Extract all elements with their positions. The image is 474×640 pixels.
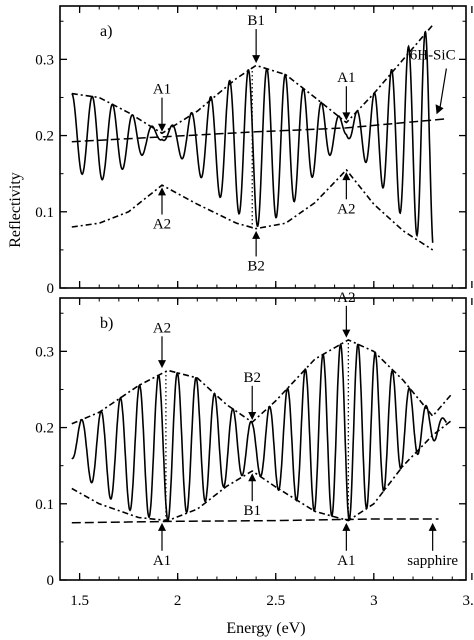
reference-curve: [71, 518, 439, 524]
panel-b-reflectivity-sapphire: 1.5 2 2.5 3 3.5 0 0.1 0.2 0.3 b) A2 A1 B2 B1 A2 A1 sapph…: [35, 290, 474, 609]
reflectivity-curve: [71, 30, 434, 243]
annotation-arrowhead: [342, 329, 351, 338]
annotation-arrowhead: [428, 522, 437, 531]
annotation-label: B1: [247, 13, 265, 29]
annotation-label: B1: [243, 503, 261, 519]
plot-frame: [59, 297, 467, 581]
annotation-arrowhead: [157, 360, 166, 369]
annotation-label: A1: [153, 82, 171, 98]
annotation-arrowhead: [157, 187, 166, 196]
reflectivity-curve: [71, 342, 448, 523]
annotation-label: B2: [247, 258, 265, 274]
y-tick-label: 0.3: [35, 344, 54, 360]
sic-label-pointer-head: [435, 104, 444, 115]
y-tick-label: 0: [47, 573, 55, 589]
annotation-arrowhead: [157, 123, 166, 132]
annotation-label: A2: [337, 201, 355, 217]
x-tick-label: 3.5: [463, 593, 474, 609]
sic-label-pointer: [438, 68, 447, 111]
y-tick-label: 0.1: [35, 497, 54, 513]
x-axis-title: Energy (eV): [226, 620, 305, 637]
annotation-label: A1: [337, 553, 355, 569]
annotation-label: B2: [243, 370, 261, 386]
y-tick-label: 0.2: [35, 129, 54, 145]
x-tick-label: 2.5: [266, 593, 285, 609]
envelope-curve: [71, 24, 434, 135]
annotation-arrowhead: [157, 522, 166, 531]
annotation-label: 6H-SiC: [410, 47, 456, 63]
panel-label: b): [100, 315, 113, 332]
x-tick-label: 2: [174, 593, 182, 609]
plot-frame: [59, 5, 467, 289]
annotation-label: sapphire: [407, 553, 458, 569]
annotation-label: A1: [153, 553, 171, 569]
y-axis-title: Reflectivity: [7, 172, 24, 248]
annotation-arrowhead: [248, 411, 257, 420]
x-tick-label: 3: [370, 593, 378, 609]
reference-curve: [71, 118, 447, 143]
y-tick-label: 0.1: [35, 205, 54, 221]
y-tick-label: 0: [47, 281, 55, 297]
annotation-arrowhead: [248, 473, 257, 482]
annotation-arrowhead: [342, 172, 351, 181]
envelope-curve: [71, 339, 453, 425]
annotation-arrowhead: [342, 522, 351, 531]
annotation-label: A2: [153, 320, 171, 336]
annotation-arrowhead: [342, 112, 351, 121]
annotation-label: A2: [153, 217, 171, 233]
annotation-arrowhead: [252, 55, 261, 64]
envelope-curve: [71, 169, 434, 251]
x-tick-label: 1.5: [70, 593, 89, 609]
panel-a-reflectivity-6h-sic: 0 0.1 0.2 0.3 a) A1 A2 B1 B2 A1 A2 6H-SiC: [35, 5, 473, 297]
annotation-label: A1: [337, 70, 355, 86]
panel-label: a): [100, 23, 112, 40]
annotation-label: A2: [337, 290, 355, 306]
y-tick-label: 0.2: [35, 421, 54, 437]
annotation-arrowhead: [252, 230, 261, 239]
envelope-curve: [71, 419, 453, 522]
y-tick-label: 0.3: [35, 52, 54, 68]
